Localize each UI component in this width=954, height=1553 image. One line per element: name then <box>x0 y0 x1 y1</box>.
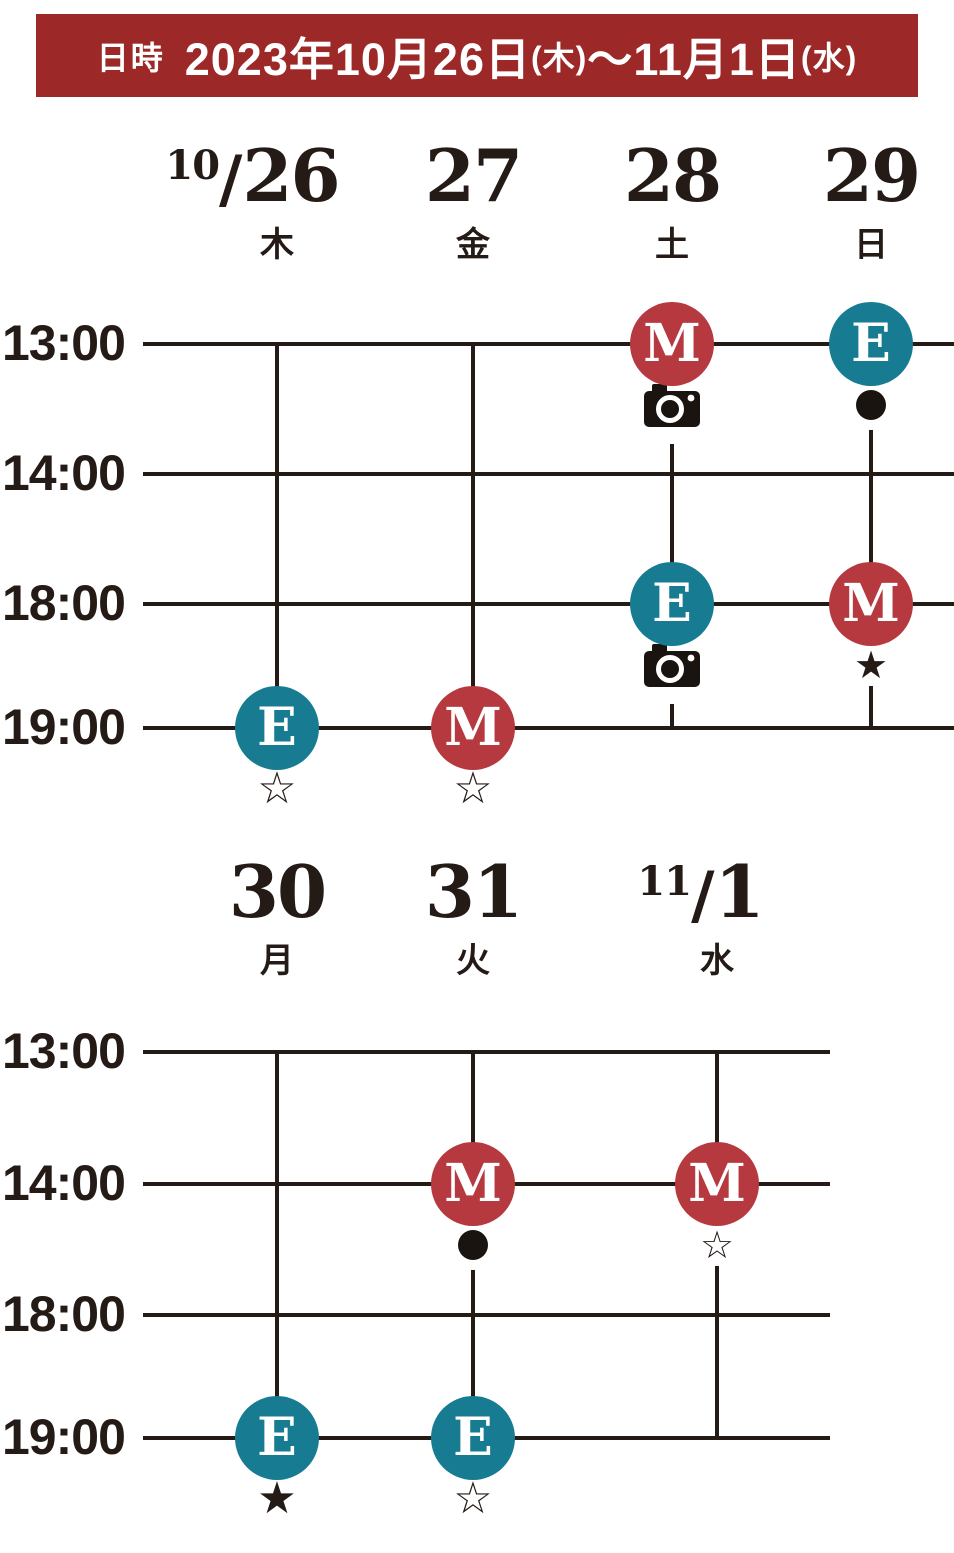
column-gridline <box>670 344 674 730</box>
symbol: ★ <box>257 1477 296 1521</box>
date-header: 10/26 <box>165 133 340 218</box>
time-label: 13:00 <box>2 315 126 371</box>
date-number: 1 <box>714 849 764 934</box>
date-number: 31 <box>424 849 523 934</box>
camera-icon <box>644 644 700 687</box>
matinee-badge: M <box>675 1142 759 1226</box>
date-month-prefix: 10 <box>165 142 220 189</box>
date-banner: 日時 2023年10月26日 (木) ～ 11月1日 (水) <box>36 14 918 97</box>
outline-star-icon: ☆ <box>453 1473 493 1524</box>
banner-date-segment: ～ <box>587 34 634 85</box>
weekday-label: 火 <box>456 942 490 980</box>
time-gridline <box>143 472 954 476</box>
column-gridline <box>275 1052 279 1440</box>
circle-symbol <box>846 380 896 430</box>
weekday-label: 日 <box>854 226 888 264</box>
date-header: 28 <box>623 133 722 218</box>
banner-label: 日時 <box>96 39 165 76</box>
time-label: 14:00 <box>2 445 126 501</box>
date-month-prefix: 11 <box>637 858 692 905</box>
outline-star-icon: ☆ <box>453 763 493 814</box>
weekday-label: 水 <box>700 942 734 980</box>
badge-letter: M <box>643 313 701 374</box>
evening-badge: E <box>829 302 913 386</box>
time-gridline <box>143 726 954 730</box>
badge-letter: E <box>652 573 692 634</box>
badge-letter: E <box>453 1407 493 1468</box>
badge-letter: E <box>851 313 891 374</box>
time-gridline <box>143 1313 830 1317</box>
filled-star-icon: ★ <box>257 1473 297 1524</box>
time-label: 13:00 <box>2 1023 126 1079</box>
weekday-label: 月 <box>260 942 294 980</box>
outline-star-icon: ☆ <box>699 1223 735 1267</box>
evening-badge: E <box>630 562 714 646</box>
time-label: 18:00 <box>2 1286 126 1342</box>
column-gridline <box>471 344 475 730</box>
time-label: 19:00 <box>2 699 126 755</box>
time-label: 19:00 <box>2 1409 126 1465</box>
badge-letter: E <box>257 697 297 758</box>
symbol: ☆ <box>257 767 296 811</box>
time-gridline <box>143 342 954 346</box>
evening-badge: E <box>235 686 319 770</box>
symbol: ☆ <box>453 1477 492 1521</box>
circle-symbol <box>448 1220 498 1270</box>
filled-star-icon: ★ <box>853 643 889 687</box>
column-gridline <box>869 344 873 730</box>
matinee-badge: M <box>431 686 515 770</box>
banner-date-segment: (水) <box>800 39 858 76</box>
camera-icon <box>644 384 700 427</box>
circle-dot-icon <box>458 1230 488 1260</box>
symbol-box: ☆ <box>695 1224 739 1266</box>
time-gridline <box>143 1050 830 1054</box>
symbol-box: ★ <box>849 644 893 686</box>
symbol: ☆ <box>453 767 492 811</box>
column-gridline <box>275 344 279 730</box>
badge-letter: M <box>688 1153 746 1214</box>
time-gridline <box>143 602 954 606</box>
matinee-badge: M <box>630 302 714 386</box>
banner-date-segment: (木) <box>530 39 588 76</box>
date-slash: / <box>691 858 715 933</box>
column-gridline <box>471 1052 475 1440</box>
weekday-label: 金 <box>456 226 490 264</box>
date-number: 29 <box>822 133 921 218</box>
date-number: 30 <box>228 849 327 934</box>
date-header: 30 <box>228 849 327 934</box>
evening-badge: E <box>431 1396 515 1480</box>
time-gridline <box>143 1436 830 1440</box>
matinee-badge: M <box>431 1142 515 1226</box>
weekday-label: 木 <box>260 226 294 264</box>
badge-letter: M <box>444 1153 502 1214</box>
badge-letter: M <box>842 573 900 634</box>
circle-dot-icon <box>856 390 886 420</box>
evening-badge: E <box>235 1396 319 1480</box>
date-header: 27 <box>424 133 523 218</box>
outline-star-icon: ☆ <box>257 763 297 814</box>
badge-letter: E <box>257 1407 297 1468</box>
photo-session-box <box>628 626 716 704</box>
date-number: 26 <box>242 133 340 218</box>
time-label: 18:00 <box>2 575 126 631</box>
column-gridline <box>715 1052 719 1440</box>
date-number: 27 <box>424 133 523 218</box>
date-header: 29 <box>822 133 921 218</box>
time-label: 14:00 <box>2 1155 126 1211</box>
banner-date-segment: 11月1日 <box>633 34 801 85</box>
badge-letter: M <box>444 697 502 758</box>
date-header: 11/1 <box>637 849 764 934</box>
date-number: 28 <box>623 133 722 218</box>
matinee-badge: M <box>829 562 913 646</box>
banner-date-segment: 2023年10月26日 <box>184 34 531 85</box>
date-slash: / <box>219 142 243 217</box>
time-gridline <box>143 1182 830 1186</box>
date-header: 31 <box>424 849 523 934</box>
banner-text: 2023年10月26日 (木) ～ 11月1日 (水) <box>185 23 858 88</box>
weekday-label: 土 <box>655 226 689 264</box>
photo-session-box <box>628 366 716 444</box>
